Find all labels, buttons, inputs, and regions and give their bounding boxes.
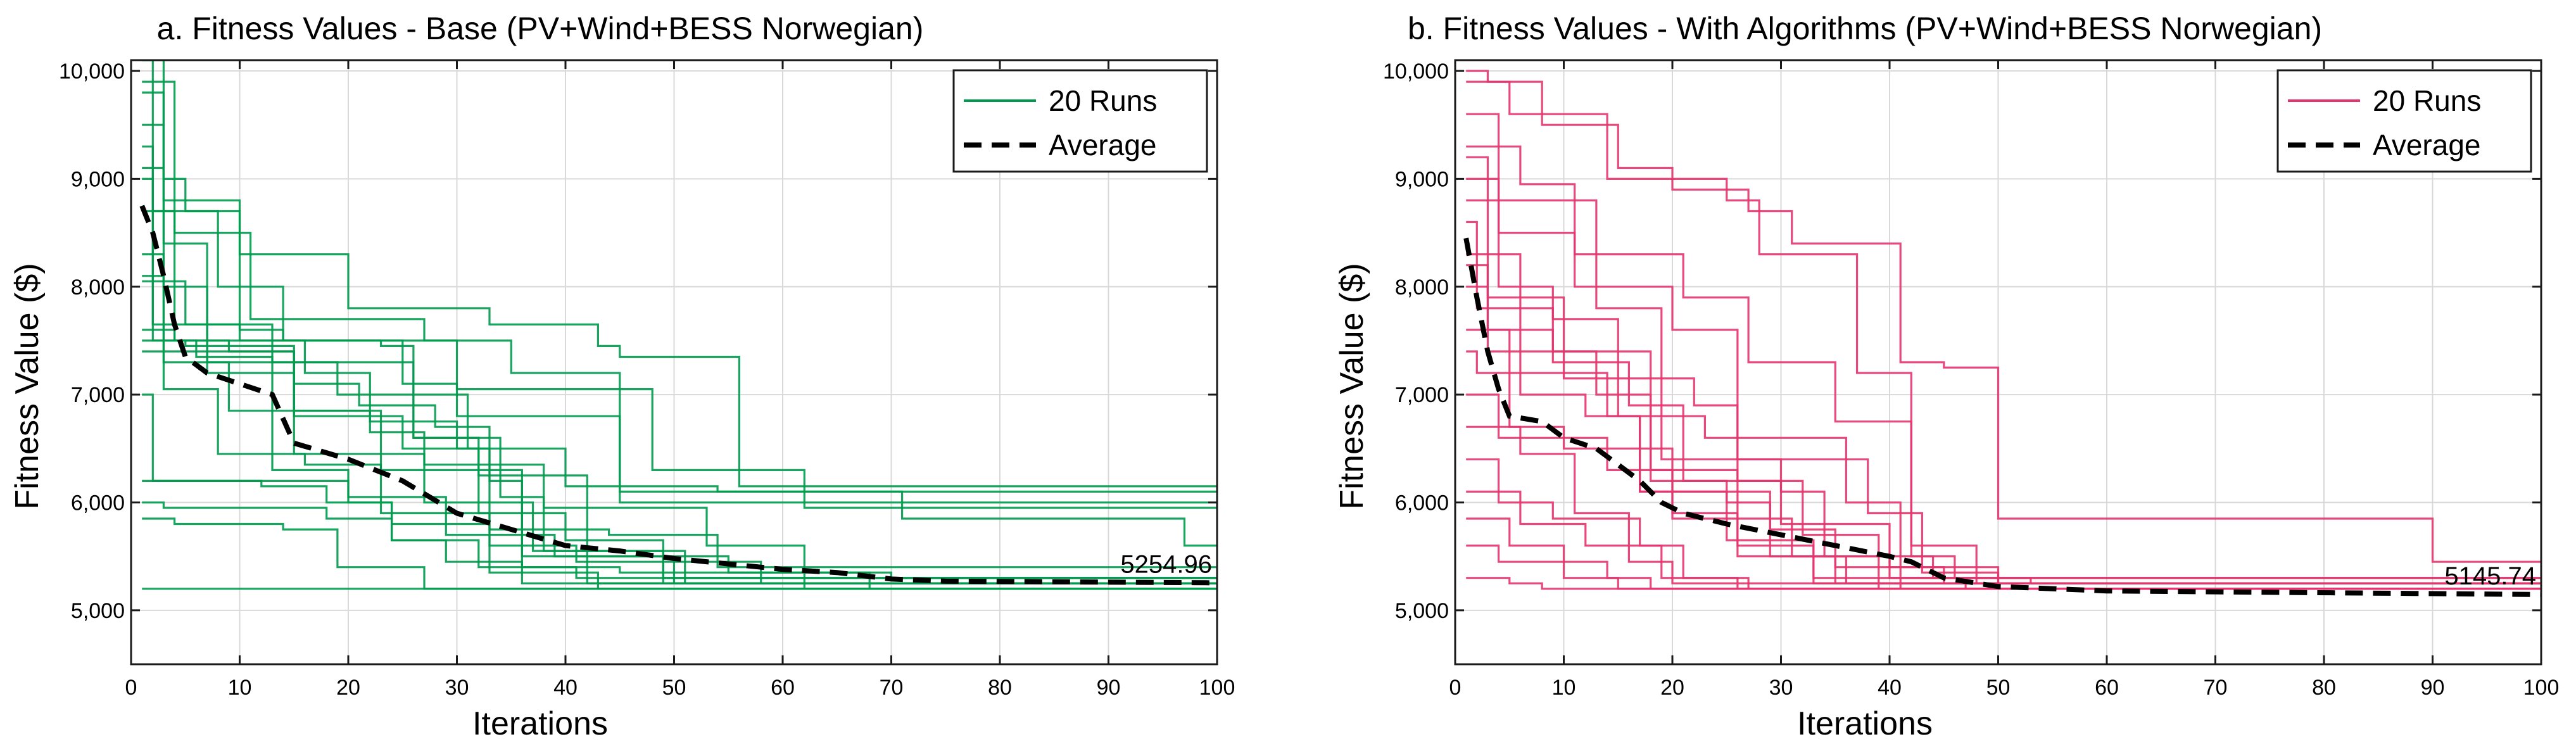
panel-b-y-axis-label: Fitness Value ($) bbox=[1334, 263, 1370, 509]
panel-b-run-line-15 bbox=[1466, 458, 2541, 590]
panel-a-run-line-4 bbox=[142, 91, 1217, 547]
panel-a-run-line-5 bbox=[142, 123, 1217, 493]
panel-a-x-axis-label: Iterations bbox=[472, 705, 608, 742]
panel-a-y-ticks: 5,000 6,000 7,000 8,000 9,000 10,000 bbox=[59, 60, 1217, 623]
panel-b-y-tick-label: 8,000 bbox=[1395, 275, 1449, 300]
panel-a-title: a. Fitness Values - Base (PV+Wind+BESS N… bbox=[157, 11, 924, 46]
panel-a-x-tick-label: 90 bbox=[1097, 676, 1121, 700]
panel-b-run-line-12 bbox=[1466, 350, 2541, 584]
panel-b-x-tick-label: 70 bbox=[2204, 676, 2228, 700]
panel-a-y-axis-label: Fitness Value ($) bbox=[9, 263, 46, 509]
panel-a-legend-average-label: Average bbox=[1049, 129, 1157, 161]
panel-a-y-tick-label: 5,000 bbox=[71, 599, 125, 623]
panel-a-run-line-12 bbox=[142, 329, 1217, 584]
panel-b-x-tick-label: 60 bbox=[2095, 676, 2119, 700]
panel-b-x-tick-label: 40 bbox=[1878, 676, 1902, 700]
panel-b-run-line-4 bbox=[1466, 145, 2541, 590]
panel-b-run-line-5 bbox=[1466, 156, 2541, 579]
panel-b-run-line-1 bbox=[1466, 70, 2541, 563]
panel-a-legend: 20 Runs Average bbox=[952, 69, 1208, 173]
panel-b-run-line-13 bbox=[1466, 393, 2541, 584]
panel-a-x-tick-label: 30 bbox=[445, 676, 469, 700]
panel-b-x-tick-label: 50 bbox=[1986, 676, 2011, 700]
panel-a-run-line-7 bbox=[142, 167, 1217, 590]
panel-a-run-line-16 bbox=[142, 479, 1217, 590]
panel-a-x-tick-label: 80 bbox=[988, 676, 1012, 700]
panel-a-y-tick-label: 9,000 bbox=[71, 167, 125, 191]
panel-b-run-line-18 bbox=[1466, 545, 2541, 590]
panel-b-x-ticks: 0 10 20 30 40 50 60 70 80 90 100 bbox=[1449, 60, 2560, 700]
panel-a-run-line-1 bbox=[142, 60, 1217, 488]
panel-a-x-tick-label: 70 bbox=[880, 676, 904, 700]
panel-b-y-tick-label: 7,000 bbox=[1395, 383, 1449, 407]
panel-b-x-tick-label: 100 bbox=[2523, 676, 2560, 700]
panel-b-chart: b. Fitness Values - With Algorithms (PV+… bbox=[1334, 11, 2559, 742]
panel-b-y-tick-label: 5,000 bbox=[1395, 599, 1449, 623]
panel-b-runs bbox=[1466, 70, 2541, 590]
panel-b-legend-average-label: Average bbox=[2373, 129, 2481, 161]
panel-a-x-tick-label: 50 bbox=[662, 676, 686, 700]
panel-a-y-tick-label: 8,000 bbox=[71, 275, 125, 300]
panel-a-x-tick-label: 100 bbox=[1199, 676, 1235, 700]
panel-b-run-line-19 bbox=[1466, 577, 2541, 590]
panel-a-x-ticks: 0 10 20 30 40 50 60 70 80 90 100 bbox=[125, 60, 1235, 700]
panel-a-y-tick-label: 6,000 bbox=[71, 491, 125, 515]
panel-a-run-line-9 bbox=[142, 210, 1217, 584]
panel-b-run-line-17 bbox=[1466, 517, 2541, 590]
panel-b-legend: 20 Runs Average bbox=[2276, 69, 2532, 173]
panel-a-x-tick-label: 10 bbox=[228, 676, 252, 700]
panel-b-x-tick-label: 10 bbox=[1552, 676, 1576, 700]
panel-a-run-line-19 bbox=[142, 280, 1217, 584]
panel-a-y-tick-label: 10,000 bbox=[59, 60, 125, 84]
panel-b-x-axis-label: Iterations bbox=[1797, 705, 1933, 742]
panel-a-x-tick-label: 20 bbox=[336, 676, 360, 700]
panel-a-legend-box bbox=[952, 69, 1208, 173]
panel-b-x-tick-label: 20 bbox=[1660, 676, 1684, 700]
panel-a-run-line-3 bbox=[142, 80, 1217, 509]
panel-b-y-tick-label: 6,000 bbox=[1395, 491, 1449, 515]
panel-a-legend-runs-label: 20 Runs bbox=[1049, 84, 1157, 117]
panel-b-average-line bbox=[1463, 237, 2541, 597]
panel-b-run-line-7 bbox=[1466, 199, 2541, 590]
panel-b-run-line-16 bbox=[1466, 490, 2541, 590]
panel-b-y-tick-label: 10,000 bbox=[1383, 60, 1449, 84]
panel-b-legend-runs-label: 20 Runs bbox=[2373, 84, 2481, 117]
panel-b-run-line-14 bbox=[1466, 426, 2541, 584]
panel-b-x-tick-label: 30 bbox=[1769, 676, 1793, 700]
panel-b-x-tick-label: 80 bbox=[2312, 676, 2336, 700]
panel-b-x-tick-label: 90 bbox=[2421, 676, 2445, 700]
panel-b-title: b. Fitness Values - With Algorithms (PV+… bbox=[1408, 11, 2322, 46]
panel-a-run-line-17 bbox=[142, 501, 1217, 579]
panel-a-run-line-18 bbox=[142, 517, 1217, 590]
panel-a-x-tick-label: 60 bbox=[771, 676, 795, 700]
panel-a-x-tick-label: 0 bbox=[125, 676, 137, 700]
panel-a-y-tick-label: 7,000 bbox=[71, 383, 125, 407]
panel-a-chart: a. Fitness Values - Base (PV+Wind+BESS N… bbox=[9, 11, 1235, 742]
panel-b-legend-box bbox=[2276, 69, 2532, 173]
panel-b-y-ticks: 5,000 6,000 7,000 8,000 9,000 10,000 bbox=[1383, 60, 2541, 623]
panel-b-run-line-3 bbox=[1466, 113, 2541, 584]
panel-a-run-line-11 bbox=[142, 275, 1217, 569]
panel-b-x-tick-label: 0 bbox=[1449, 676, 1462, 700]
panel-a-final-value-label: 5254.96 bbox=[1120, 550, 1212, 578]
panel-b-y-tick-label: 9,000 bbox=[1395, 167, 1449, 191]
panel-b-run-line-6 bbox=[1466, 177, 2541, 590]
panel-a-average-line bbox=[139, 205, 1217, 586]
panel-a-x-tick-label: 40 bbox=[553, 676, 578, 700]
panel-b-final-value-label: 5145.74 bbox=[2444, 562, 2536, 590]
